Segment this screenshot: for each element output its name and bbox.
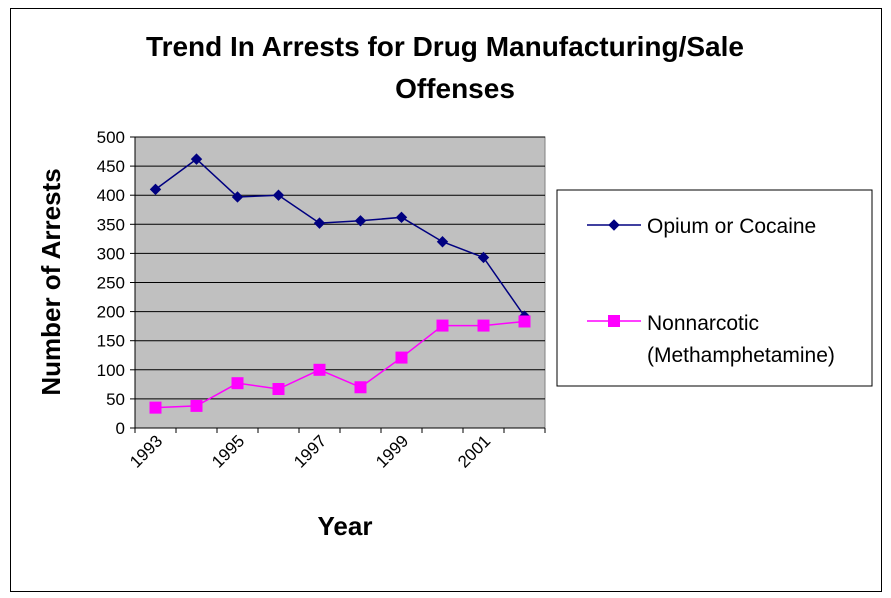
data-point-s1-2000 (436, 319, 449, 332)
x-tick-label: 1999 (372, 431, 412, 471)
data-point-s1-1994 (190, 399, 203, 412)
legend-marks (587, 219, 641, 327)
legend-box (556, 189, 873, 387)
x-axis-title: Year (318, 511, 373, 541)
y-tick-label: 100 (97, 361, 125, 380)
data-point-s0-2001 (477, 251, 490, 264)
axes (130, 136, 546, 433)
legend-label-nonnarcotic-line2: (Methamphetamine) (647, 344, 835, 367)
y-tick-label: 400 (97, 186, 125, 205)
y-tick-label: 300 (97, 244, 125, 263)
legend-label-nonnarcotic-line1: Nonnarcotic (647, 312, 759, 335)
data-point-s1-1995 (231, 377, 244, 390)
series-line-0 (155, 158, 526, 317)
y-tick-label: 200 (97, 303, 125, 322)
data-point-s0-1995 (231, 191, 244, 203)
y-tick-label: 0 (116, 419, 125, 438)
x-tick-label: 1997 (290, 431, 330, 471)
x-tick-label: 2001 (454, 431, 494, 471)
y-tick-label: 350 (97, 215, 125, 234)
y-tick-label: 250 (97, 274, 125, 293)
gridlines (135, 136, 545, 400)
y-tick-label: 450 (97, 157, 125, 176)
y-axis-title: Number of Arrests (36, 168, 66, 395)
y-tick-labels: 0 50 100 150 200 250 300 350 400 450 500 (97, 128, 125, 438)
series (149, 153, 531, 414)
data-point-s0-1997 (313, 217, 326, 229)
data-point-s1-2002 (518, 315, 531, 328)
y-tick-label: 50 (106, 390, 125, 409)
data-point-s1-1993 (149, 401, 162, 414)
data-point-s0-2000 (436, 236, 449, 248)
y-tick-label: 500 (97, 128, 125, 147)
chart-title-line2: Offenses (395, 73, 515, 104)
data-point-s0-1993 (149, 183, 162, 196)
y-tick-label: 150 (97, 332, 125, 351)
data-point-s0-1994 (190, 153, 203, 165)
data-point-s0-1998 (354, 215, 367, 227)
data-point-s1-1999 (395, 351, 408, 364)
legend: Opium or Cocaine Nonnarcotic (Methamphet… (556, 189, 873, 387)
data-point-s1-1997 (313, 363, 326, 376)
x-tick-labels: 1993 1995 1997 1999 2001 (126, 431, 494, 471)
legend-marker-1 (608, 315, 620, 327)
legend-marker-0 (608, 219, 620, 231)
data-point-s0-1996 (272, 189, 285, 201)
data-point-s0-1999 (395, 211, 408, 224)
data-point-s1-1996 (272, 383, 285, 396)
data-point-s1-1998 (354, 381, 367, 394)
chart-title-line1: Trend In Arrests for Drug Manufacturing/… (146, 31, 744, 62)
data-point-s1-2001 (477, 319, 490, 332)
x-tick-label: 1993 (126, 431, 166, 471)
x-tick-label: 1995 (208, 431, 248, 471)
series-line-1 (155, 320, 525, 409)
legend-label-opium: Opium or Cocaine (647, 215, 816, 238)
